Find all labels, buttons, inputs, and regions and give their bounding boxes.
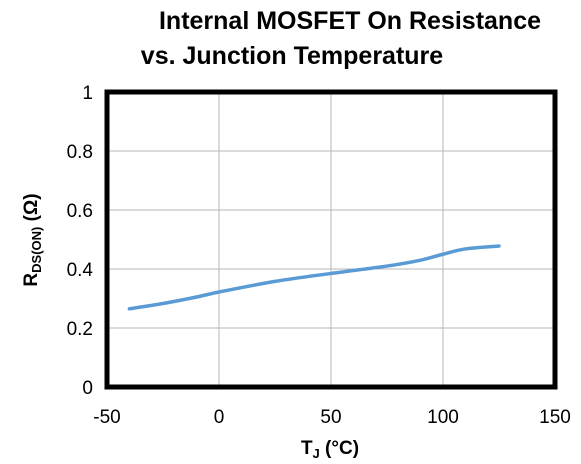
y-axis-label-main: R	[21, 273, 42, 287]
y-tick-label-4: 0.8	[67, 142, 93, 163]
chart-title-line-2: vs. Junction Temperature	[141, 42, 443, 70]
x-tick-label-3: 100	[427, 407, 459, 428]
x-axis-label: TJ (°C)	[301, 438, 359, 461]
gridlines	[106, 91, 556, 388]
y-tick-label-3: 0.6	[67, 201, 93, 222]
y-axis-label: RDS(ON) (Ω)	[21, 193, 44, 286]
y-tick-label-5: 1	[82, 83, 93, 104]
chart-title-line-1: Internal MOSFET On Resistance	[159, 7, 541, 35]
x-tick-label-2: 50	[320, 407, 341, 428]
y-tick-label-0: 0	[82, 378, 93, 399]
plot-frame	[104, 89, 558, 390]
x-axis-label-rest: (°C)	[320, 438, 359, 459]
series-line-0	[127, 244, 501, 311]
y-axis-label-sub: DS(ON)	[29, 227, 44, 273]
x-axis-label-sub: J	[313, 446, 320, 461]
y-axis-label-rest: (Ω)	[21, 193, 42, 226]
x-tick-label-0: -50	[93, 407, 120, 428]
y-tick-label-1: 0.2	[67, 319, 93, 340]
x-tick-label-4: 150	[539, 407, 571, 428]
x-axis-label-main: T	[301, 438, 313, 459]
x-tick-label-1: 0	[214, 407, 225, 428]
series-layer	[127, 244, 501, 311]
y-tick-label-2: 0.4	[67, 260, 94, 281]
